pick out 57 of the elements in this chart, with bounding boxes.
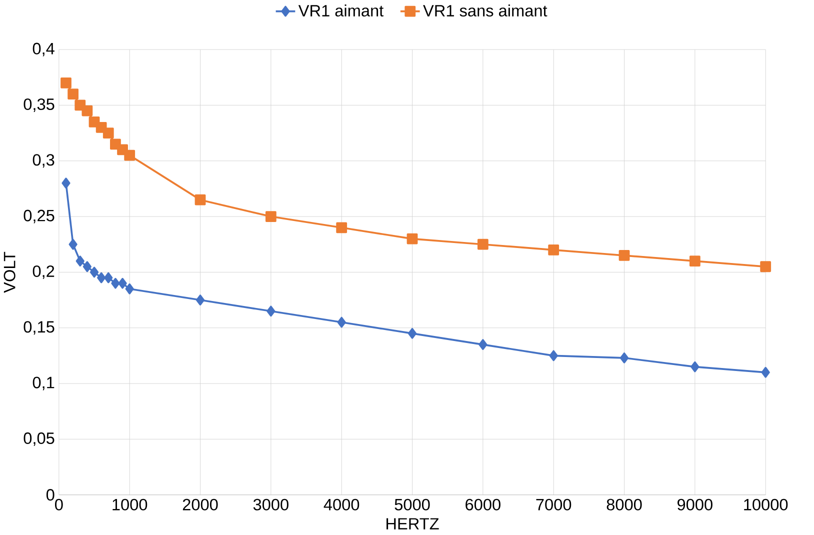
x-tick-label: 5000 [394,498,430,510]
point [478,339,488,350]
y-tick-label: 0,15 [24,321,54,335]
point [760,261,772,272]
point [549,350,558,362]
point [196,294,205,306]
point [82,261,92,272]
point [125,283,134,294]
point [690,361,700,372]
point [60,77,72,88]
point [406,233,418,244]
x-tick-label: 7000 [536,498,572,510]
point [689,256,700,266]
x-tick-label: 9000 [678,498,712,510]
point [90,266,99,278]
point [104,272,113,284]
point [76,256,84,266]
point [761,366,770,378]
y-tick-label: 0,2 [32,265,54,279]
y-tick-label: 0,25 [24,210,54,224]
point [97,272,106,284]
point [111,278,120,289]
legend-label: VR1 aimant [298,4,384,16]
point [336,222,348,234]
x-tick-label: 3000 [253,498,288,510]
x-tick-label: 8000 [606,498,642,510]
point [337,316,346,328]
point [118,278,127,289]
x-tick-label: 1000 [112,498,148,510]
point [82,105,93,116]
legend-label: VR1 sans aimant [423,4,548,16]
x-tick-label: 6000 [466,498,500,510]
point [620,352,629,364]
y-tick-label: 0,05 [24,432,54,446]
y-axis-title: VOLT [4,252,16,293]
point [68,238,78,250]
point [548,244,560,256]
point [194,194,206,206]
point [102,128,114,138]
point [68,88,79,100]
y-tick-label: 0,4 [32,42,54,56]
x-tick-label: 4000 [324,498,360,510]
point [477,238,488,250]
point [618,250,630,261]
x-axis-title: HERTZ [386,518,439,530]
point [266,306,276,317]
x-tick-label: 2000 [182,498,218,510]
point [265,211,276,222]
x-tick-label: 10000 [744,498,788,510]
y-tick-label: 0 [46,488,54,501]
y-tick-label: 0,3 [32,154,54,168]
x-tick-label: 0 [55,498,63,510]
point [124,150,136,161]
y-tick-label: 0,1 [32,376,54,390]
point [408,328,417,339]
point [62,178,70,188]
y-tick-label: 0,35 [24,98,54,112]
